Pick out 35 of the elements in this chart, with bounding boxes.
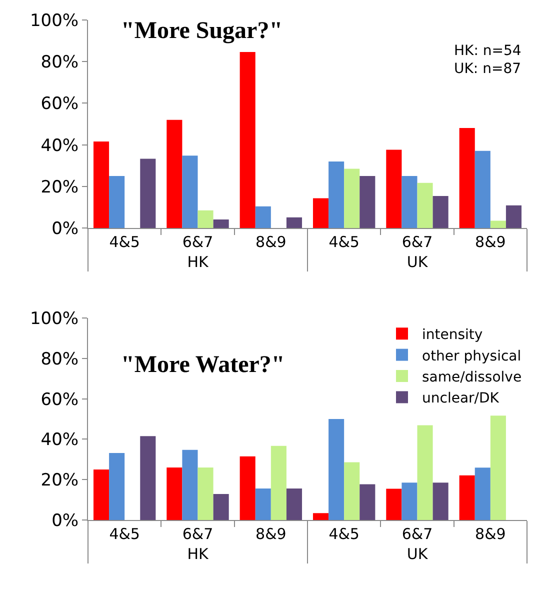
chart-title: "More Sugar?"	[121, 18, 283, 44]
x-tick-label: 4&5	[109, 525, 140, 543]
y-tick-label: 80%	[40, 349, 79, 370]
text: "More Water?"	[121, 352, 285, 378]
x-tick-label: 6&7	[402, 525, 433, 543]
y-tick-label: 40%	[40, 136, 79, 156]
text: UK	[406, 545, 429, 563]
x-tick-label: 8&9	[475, 233, 506, 251]
x-tick-label: 6&7	[182, 525, 214, 543]
y-tick-label: 60%	[40, 94, 79, 114]
y-tick-label: 0%	[52, 218, 79, 239]
x-tick-label: 6&7	[182, 233, 214, 251]
y-tick-label: 0%	[52, 510, 79, 531]
x-tick-label: 4&5	[109, 233, 140, 251]
annotation: HK: n=54 UK: n=87	[454, 43, 522, 78]
x-tick-label: 8&9	[256, 233, 286, 251]
y-tick-label: 100%	[30, 308, 79, 329]
x-tick-label: 4&5	[328, 525, 360, 543]
text: HK	[187, 545, 210, 563]
y-tick-label: 20%	[40, 470, 79, 491]
x-tick-label: 4&5	[328, 233, 360, 251]
legend-label: same/dissolve	[422, 369, 522, 386]
y-tick-label: 20%	[40, 177, 79, 198]
x-tick-label: 8&9	[256, 525, 286, 543]
legend-label: other physical	[422, 348, 522, 364]
x-tick-label: 8&9	[475, 525, 506, 543]
y-tick-label: 100%	[30, 10, 79, 31]
text: UK	[406, 253, 429, 271]
y-tick-label: 40%	[40, 430, 79, 450]
text: HK	[187, 253, 210, 271]
y-tick-label: 80%	[40, 52, 79, 73]
legend-label: intensity	[422, 327, 483, 344]
x-tick-label: 6&7	[402, 233, 433, 251]
legend-label: unclear/DK	[422, 390, 500, 407]
y-tick-label: 60%	[40, 390, 79, 410]
